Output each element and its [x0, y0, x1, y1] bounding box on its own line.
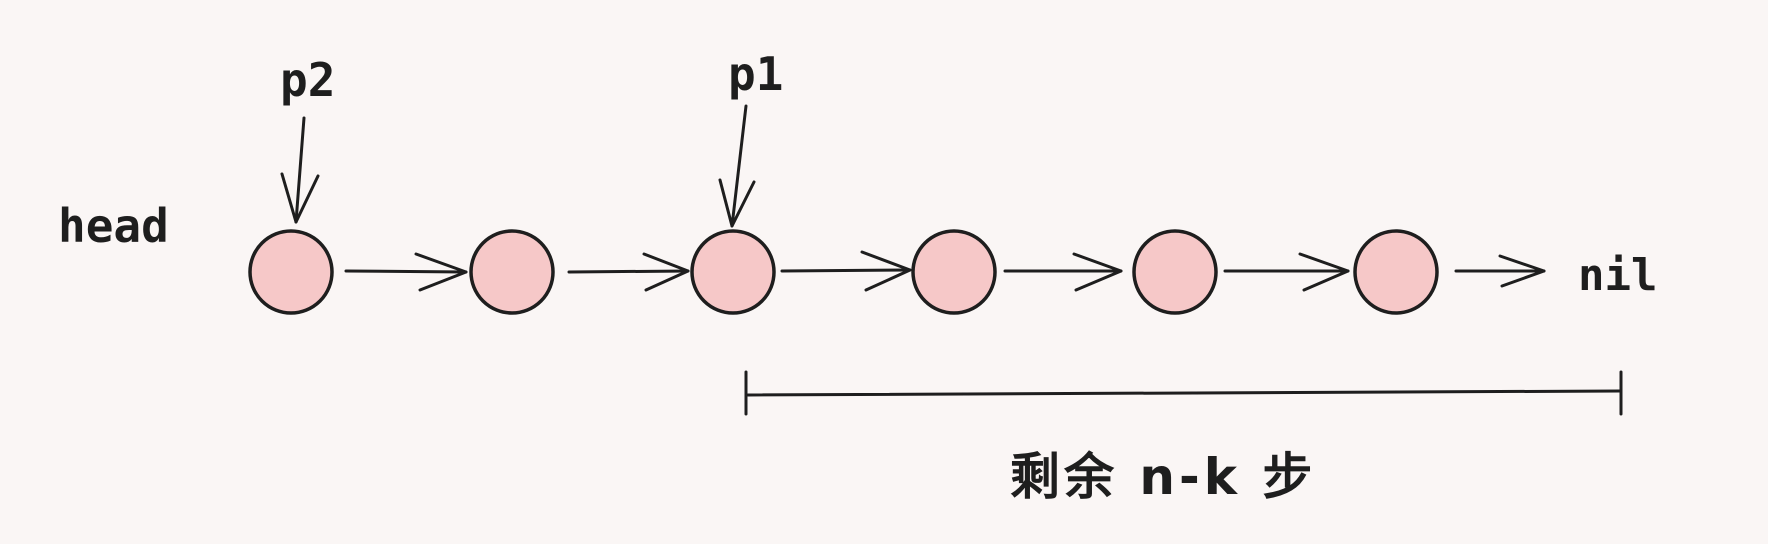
- p2-label: p2: [280, 53, 335, 107]
- edge-arrow-to-nil: [1454, 254, 1546, 288]
- list-node-4: [911, 229, 997, 315]
- remaining-steps-label: 剩余 n-k 步: [1010, 448, 1316, 506]
- list-node-1: [248, 229, 334, 315]
- remaining-span-bracket: [744, 370, 1623, 416]
- edge-arrow: [567, 252, 690, 292]
- list-node-3: [690, 229, 776, 315]
- list-node-6: [1353, 229, 1439, 315]
- p2-pointer-arrow: [280, 116, 320, 224]
- edge-arrow: [344, 252, 468, 292]
- p1-label: p1: [728, 47, 783, 101]
- edge-arrow: [1003, 252, 1123, 292]
- head-label: head: [58, 199, 169, 253]
- nil-label: nil: [1578, 250, 1657, 301]
- list-node-2: [469, 229, 555, 315]
- p1-pointer-arrow: [718, 104, 756, 228]
- edge-arrow: [1223, 252, 1350, 292]
- edge-arrow: [780, 250, 912, 292]
- list-node-5: [1132, 229, 1218, 315]
